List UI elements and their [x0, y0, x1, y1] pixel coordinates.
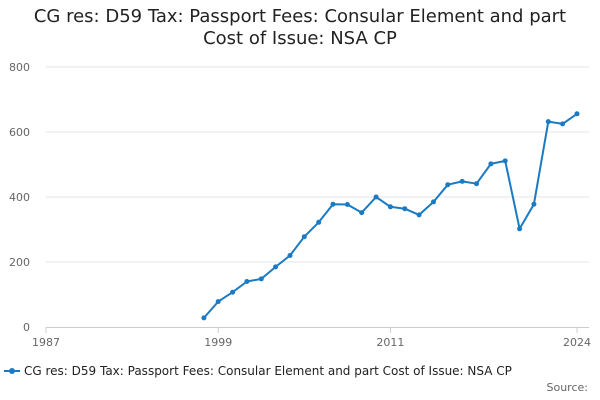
data-point-2018	[488, 161, 494, 167]
x-tick-label-1999: 1999	[204, 336, 232, 349]
data-point-2023	[560, 121, 566, 127]
data-point-2003	[273, 264, 279, 270]
data-point-2009	[359, 210, 365, 216]
data-point-1998	[201, 315, 207, 321]
x-tick-label-2011: 2011	[376, 336, 404, 349]
y-tick-label-400: 400	[9, 191, 30, 204]
x-tick-label-1987: 1987	[32, 336, 60, 349]
source-label: Source:	[546, 381, 589, 394]
chart-title-line-2: Cost of Issue: NSA CP	[203, 28, 397, 49]
data-point-2017	[474, 181, 479, 187]
data-point-2013	[416, 212, 422, 218]
y-tick-label-200: 200	[9, 256, 30, 269]
data-point-2012	[402, 206, 408, 212]
data-point-2015	[445, 182, 451, 188]
data-point-2006	[316, 219, 322, 225]
data-point-2024	[574, 111, 580, 117]
x-tick-label-2024: 2024	[563, 336, 591, 349]
data-point-2022	[545, 119, 551, 125]
data-point-2010	[373, 194, 379, 200]
data-point-2004	[287, 253, 293, 258]
data-point-2005	[301, 234, 307, 240]
y-tick-label-0: 0	[23, 321, 30, 334]
legend-series-label: CG res: D59 Tax: Passport Fees: Consular…	[24, 364, 512, 378]
data-point-2007	[330, 201, 336, 207]
data-point-2014	[431, 199, 436, 205]
data-point-2008	[344, 202, 350, 207]
chart-title-line-1: CG res: D59 Tax: Passport Fees: Consular…	[33, 6, 567, 27]
chart-legend[interactable]: CG res: D59 Tax: Passport Fees: Consular…	[0, 362, 600, 382]
y-tick-label-600: 600	[9, 126, 30, 139]
series-line-0	[203, 112, 578, 319]
data-point-2021	[531, 201, 537, 207]
legend-series-marker	[4, 368, 20, 374]
data-point-2002	[258, 276, 264, 282]
data-point-2016	[459, 178, 465, 184]
data-point-2000	[230, 289, 236, 295]
data-point-2020	[517, 226, 523, 232]
data-point-2001	[244, 279, 250, 284]
y-tick-label-800: 800	[9, 61, 30, 74]
data-point-2011	[387, 204, 393, 210]
chart-title: CG res: D59 Tax: Passport Fees: Consular…	[0, 6, 600, 50]
data-point-2019	[502, 158, 508, 164]
data-point-1999	[215, 299, 221, 305]
